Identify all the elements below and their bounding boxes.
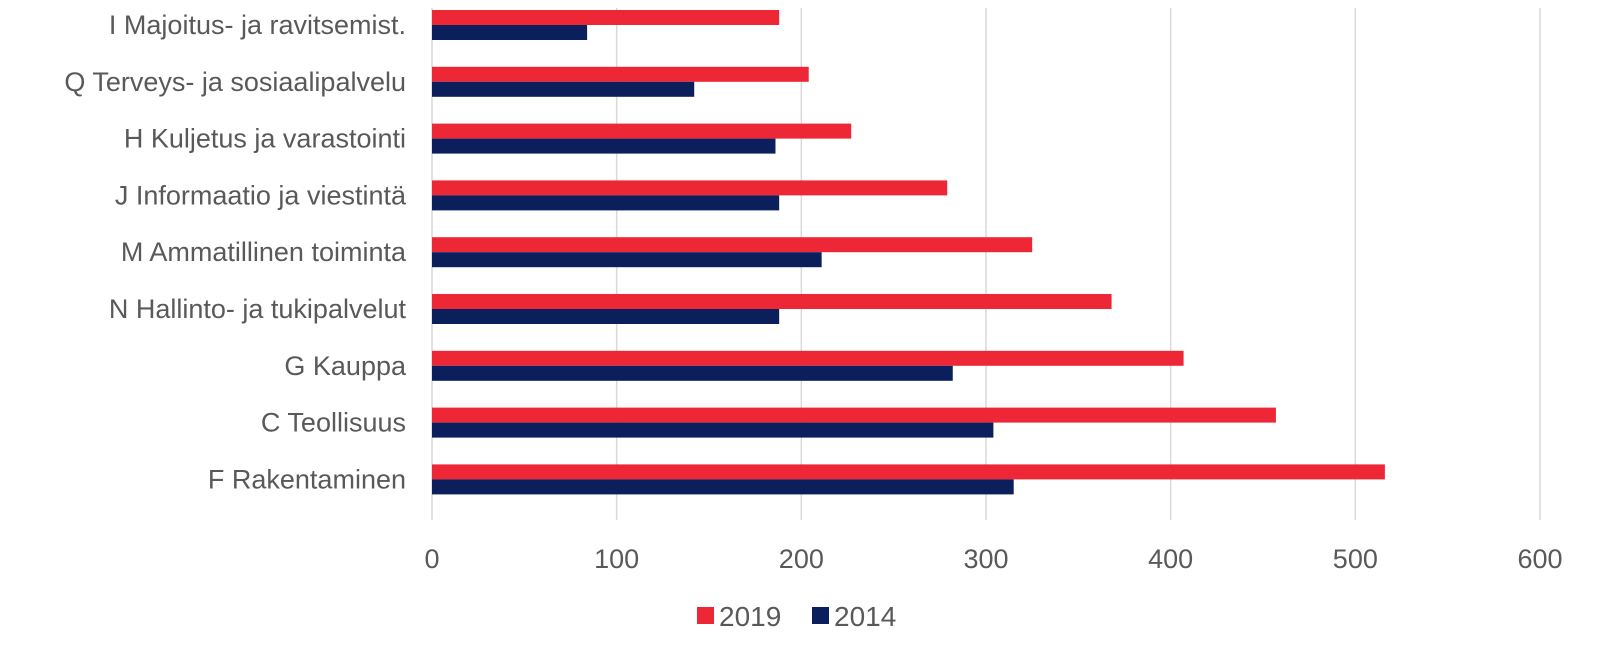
bar-2014-4 bbox=[432, 252, 822, 268]
x-tick-label-0: 0 bbox=[424, 544, 439, 574]
x-tick-label-600: 600 bbox=[1517, 544, 1562, 574]
bar-2019-6 bbox=[432, 350, 1184, 366]
bar-2014-6 bbox=[432, 365, 953, 381]
bar-2019-5 bbox=[432, 294, 1112, 309]
bar-2019-4 bbox=[432, 237, 1033, 253]
category-label: J Informaatio ja viestintä bbox=[115, 180, 407, 210]
legend-label-2014: 2014 bbox=[834, 601, 896, 632]
category-label: F Rakentaminen bbox=[208, 464, 406, 494]
x-tick-label-100: 100 bbox=[594, 544, 639, 574]
bar-2014-0 bbox=[432, 25, 588, 40]
category-label: G Kauppa bbox=[284, 351, 407, 381]
x-tick-label-400: 400 bbox=[1148, 544, 1193, 574]
category-label: C Teollisuus bbox=[261, 408, 406, 438]
category-label: Q Terveys- ja sosiaalipalvelu bbox=[64, 67, 406, 97]
category-label: M Ammatillinen toiminta bbox=[121, 237, 407, 267]
bars bbox=[432, 10, 1385, 495]
x-tick-label-500: 500 bbox=[1333, 544, 1378, 574]
bar-2014-3 bbox=[432, 195, 780, 211]
legend: 2019 2014 bbox=[697, 601, 896, 632]
bar-2019-1 bbox=[432, 66, 809, 82]
bar-2014-7 bbox=[432, 422, 994, 438]
bar-2019-3 bbox=[432, 180, 948, 196]
legend-swatch-2019 bbox=[697, 607, 714, 624]
bar-2019-7 bbox=[432, 407, 1276, 423]
bar-2019-2 bbox=[432, 123, 852, 139]
legend-swatch-2014 bbox=[812, 607, 829, 624]
bar-2019-8 bbox=[432, 464, 1385, 480]
legend-label-2019: 2019 bbox=[719, 601, 781, 632]
category-label: I Majoitus- ja ravitsemist. bbox=[109, 10, 406, 40]
bar-2014-1 bbox=[432, 81, 695, 97]
x-tick-label-300: 300 bbox=[963, 544, 1008, 574]
bar-2014-5 bbox=[432, 309, 780, 324]
bar-2014-2 bbox=[432, 138, 776, 154]
category-label: N Hallinto- ja tukipalvelut bbox=[109, 294, 407, 324]
bar-2019-0 bbox=[432, 10, 780, 25]
x-axis-tick-labels: 0 100 200 300 400 500 600 bbox=[424, 544, 1562, 574]
category-labels: I Majoitus- ja ravitsemist. Q Terveys- ja… bbox=[64, 10, 407, 494]
x-tick-label-200: 200 bbox=[779, 544, 824, 574]
bar-2014-8 bbox=[432, 479, 1014, 495]
category-label: H Kuljetus ja varastointi bbox=[124, 124, 406, 154]
